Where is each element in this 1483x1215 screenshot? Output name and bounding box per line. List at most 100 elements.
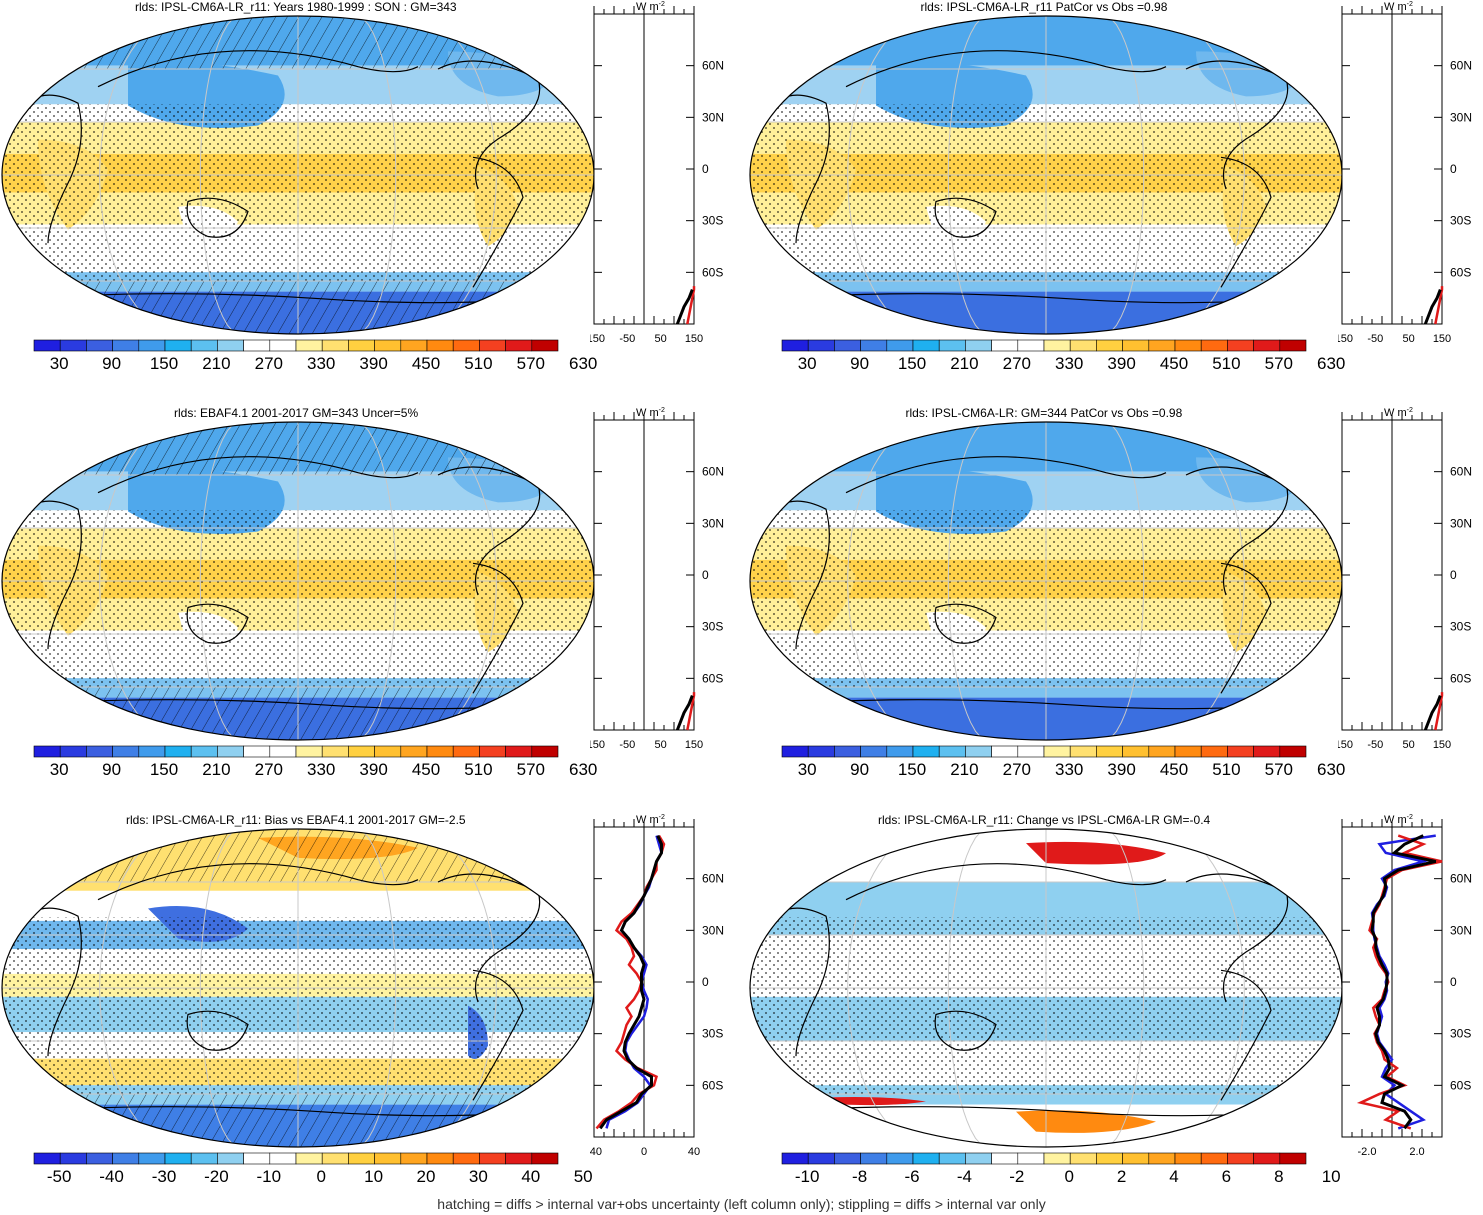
lat-tick-label: 60S (702, 1078, 723, 1092)
colorbar-swatch (217, 339, 244, 352)
zonal-series-red (686, 286, 696, 325)
lat-tick-label: 60S (1450, 671, 1471, 685)
colorbar-swatch (1069, 745, 1097, 758)
colorbar-tick-label: 330 (1055, 760, 1084, 779)
colorbar-tick-label: -40 (99, 1167, 124, 1186)
colorbar-swatch (33, 1152, 61, 1165)
lat-tick-label: 60S (702, 265, 723, 279)
zonal-series-black (675, 289, 694, 325)
zonal-x-tick-label: 0 (641, 1146, 647, 1158)
lat-tick-label: 0 (1450, 568, 1457, 582)
lat-tick-label: 0 (1450, 162, 1457, 176)
lat-tick-label: 60N (1450, 59, 1472, 73)
colorbar-swatch (1122, 1152, 1150, 1165)
colorbar-swatch (938, 1152, 966, 1165)
zonal-series-black (599, 835, 663, 1130)
lat-tick-label: 60S (1450, 265, 1471, 279)
colorbar-tick-label: 30 (468, 1167, 488, 1186)
colorbar-tick-label: 30 (49, 760, 69, 779)
graticule (750, 829, 1342, 1147)
colorbar: -10 -8 -6 -4 -2 0 2 4 6 8 10 (781, 1152, 1341, 1186)
figure-footnote: hatching = diffs > internal var+obs unce… (437, 1196, 1046, 1212)
colorbar-swatch (269, 745, 297, 758)
colorbar-swatch (1096, 745, 1123, 758)
zonal-mean-plot: 60N 30N 0 30S 60S W m-2 -150 -50 50 150 (1338, 407, 1472, 751)
colorbar-swatch (912, 339, 940, 352)
blob-so-warm (826, 1097, 926, 1106)
zonal-mean-plot: 60N 30N 0 30S 60S W m-2 -40 0 40 (590, 814, 724, 1158)
colorbar-swatch (834, 1152, 861, 1165)
zonal-unit-label: W m-2 (1384, 407, 1413, 419)
colorbar-swatch (59, 1152, 87, 1165)
colorbar-tick-label: 150 (149, 354, 179, 373)
colorbar-tick-label: 630 (569, 760, 598, 779)
colorbar-swatch (991, 339, 1019, 352)
zonal-x-tick-label: 50 (655, 739, 667, 751)
colorbar-tick-label: 150 (897, 354, 927, 373)
colorbar-swatch (217, 745, 244, 758)
colorbar-tick-label: 90 (102, 760, 122, 779)
coastlines (765, 50, 1329, 304)
colorbar-swatch (112, 1152, 140, 1165)
lat-tick-label: 60N (702, 59, 724, 73)
colorbar-tick-label: 210 (202, 760, 231, 779)
colorbar-tick-label: 210 (950, 354, 979, 373)
colorbar-swatch (1200, 1152, 1228, 1165)
graticule (2, 829, 594, 1147)
zonal-mean-plot: 60N 30N 0 30S 60S W m-2 -150 -50 50 150 (590, 407, 724, 751)
colorbar-swatch (86, 339, 113, 352)
colorbar-swatch (374, 745, 402, 758)
colorbar-swatch (400, 1152, 428, 1165)
colorbar-tick-label: 630 (1317, 760, 1346, 779)
colorbar-swatch (59, 745, 87, 758)
lat-tick-label: 30N (702, 110, 724, 124)
graticule (2, 422, 594, 740)
colorbar-swatch (1148, 1152, 1176, 1165)
lat-tick-label: 60N (702, 872, 724, 886)
zonal-series-red (1434, 692, 1444, 731)
colorbar-tick-label: 210 (950, 760, 979, 779)
colorbar-tick-label: 30 (797, 354, 817, 373)
colorbar-swatch (1227, 339, 1254, 352)
map-field (750, 16, 1342, 334)
colorbar-swatch (531, 745, 559, 758)
zonal-x-tick-label: -2.0 (1358, 1146, 1377, 1158)
colorbar-swatch (505, 1152, 533, 1165)
colorbar-tick-label: 270 (1002, 354, 1031, 373)
zonal-x-tick-label: -50 (619, 739, 635, 751)
colorbar-swatch (348, 339, 375, 352)
colorbar-swatch (243, 339, 271, 352)
colorbar-swatch (965, 745, 992, 758)
zonal-unit-label: W m-2 (636, 1, 665, 13)
colorbar-swatches (33, 745, 559, 758)
colorbar-swatch (243, 1152, 271, 1165)
colorbar-swatch (807, 339, 835, 352)
colorbar-swatch (505, 339, 533, 352)
map-canvas (749, 421, 1343, 741)
colorbar-tick-label: 6 (1221, 1167, 1232, 1186)
lat-tick-label: 30S (1450, 620, 1471, 634)
colorbar-swatch (965, 1152, 992, 1165)
colorbar-swatch (164, 339, 192, 352)
colorbar-swatch (33, 745, 61, 758)
colorbar-swatch (1253, 745, 1281, 758)
blob-antarctic-warm (1016, 1110, 1156, 1133)
colorbar-swatch (374, 339, 402, 352)
colorbar-tick-label: 330 (307, 760, 336, 779)
colorbar-swatch (1069, 1152, 1097, 1165)
colorbar-tick-label: 630 (1317, 354, 1346, 373)
zonal-series-black (1423, 695, 1442, 731)
colorbar: 30 90 150 210 270 330 390 450 510 570 630 (781, 339, 1345, 373)
colorbar-swatch (426, 1152, 454, 1165)
colorbar-tick-label: 90 (102, 354, 122, 373)
colorbar-swatch (400, 339, 428, 352)
colorbar-swatch (112, 745, 140, 758)
zonal-unit-label: W m-2 (1384, 814, 1413, 826)
zonal-x-tick-label: -50 (1367, 333, 1383, 345)
lat-tick-label: 30N (702, 923, 724, 937)
lat-tick-label: 30S (1450, 1027, 1471, 1041)
zonal-series-black (1423, 289, 1442, 325)
colorbar-tick-label: 510 (1212, 760, 1241, 779)
map-title: rlds: IPSL-CM6A-LR_r11: Years 1980-1999 … (135, 0, 457, 14)
lat-tick-label: 0 (702, 975, 709, 989)
